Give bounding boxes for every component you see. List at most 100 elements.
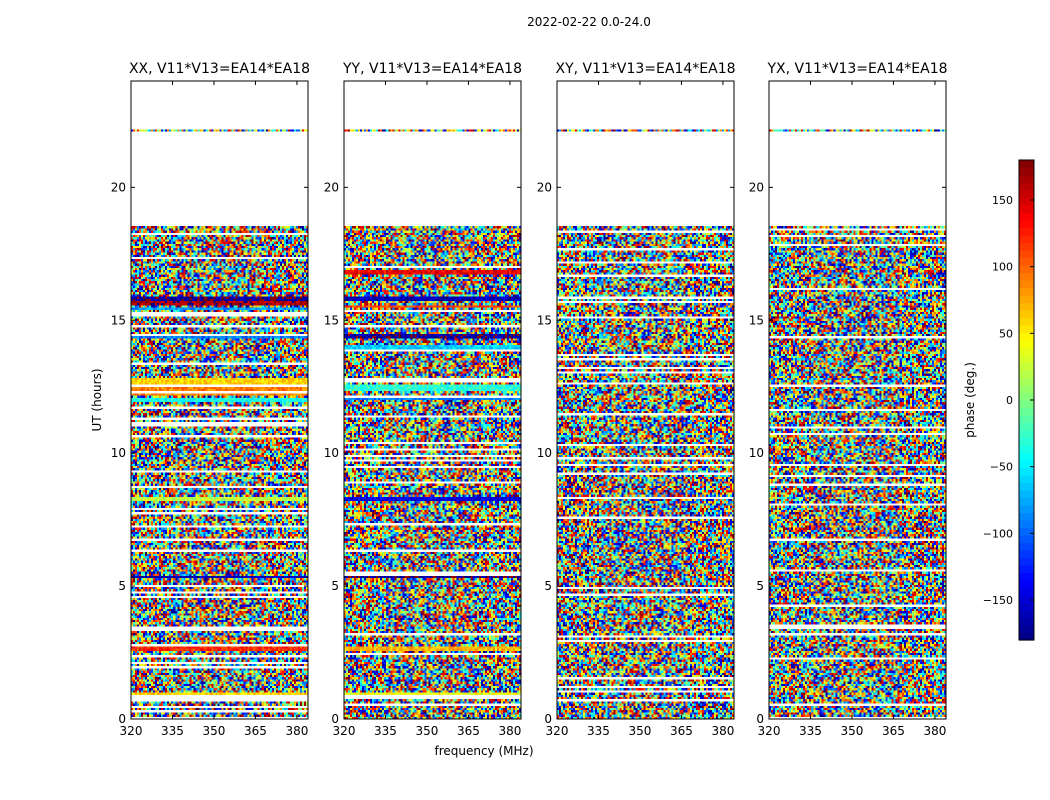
colorbar-segment xyxy=(1019,250,1034,259)
panel-3: XY, V11*V13=EA14*EA18 320 335 350 365 380 0 5 10… xyxy=(537,61,736,738)
x-tick-label: 365 xyxy=(244,724,267,738)
y-tick-label: 0 xyxy=(756,712,764,726)
x-tick-label: 335 xyxy=(587,724,610,738)
colorbar-segment xyxy=(1019,602,1034,611)
y-tick-label: 0 xyxy=(544,712,552,726)
y-tick-label: 15 xyxy=(324,313,339,327)
colorbar-segment xyxy=(1019,235,1034,244)
colorbar-segment xyxy=(1019,505,1034,514)
colorbar-segment xyxy=(1019,220,1034,229)
colorbar-tick-label: −150 xyxy=(983,594,1013,607)
colorbar-segment xyxy=(1019,370,1034,379)
colorbar-segment xyxy=(1019,422,1034,431)
colorbar-segment xyxy=(1019,497,1034,506)
panel-title: XY, V11*V13=EA14*EA18 xyxy=(555,61,735,77)
colorbar-segment xyxy=(1019,197,1034,206)
colorbar-segment xyxy=(1019,542,1034,551)
panel-title: XX, V11*V13=EA14*EA18 xyxy=(129,61,310,77)
heatmap-image xyxy=(557,81,734,719)
colorbar-segment xyxy=(1019,527,1034,536)
colorbar-segment xyxy=(1019,512,1034,521)
colorbar: −150 −100 −50 0 50 100 150 xyxy=(983,159,1035,641)
colorbar-segment xyxy=(1019,295,1034,304)
colorbar-segment xyxy=(1019,415,1034,424)
colorbar-segment xyxy=(1019,377,1034,386)
panel-2: YY, V11*V13=EA14*EA18 320 335 350 365 380 0 5 10… xyxy=(324,61,522,738)
colorbar-segment xyxy=(1019,595,1034,604)
y-tick-label: 5 xyxy=(331,579,339,593)
x-tick-label: 320 xyxy=(120,724,143,738)
colorbar-tick-label: 100 xyxy=(992,261,1013,274)
y-tick-label: 20 xyxy=(749,180,764,194)
y-tick-label: 20 xyxy=(324,180,339,194)
colorbar-segment xyxy=(1019,490,1034,499)
panel-title: YX, V11*V13=EA14*EA18 xyxy=(766,61,947,77)
colorbar-segment xyxy=(1019,280,1034,289)
colorbar-segment xyxy=(1019,565,1034,574)
colorbar-segment xyxy=(1019,212,1034,221)
x-tick-label: 365 xyxy=(882,724,905,738)
x-tick-label: 320 xyxy=(758,724,781,738)
y-tick-label: 15 xyxy=(537,313,552,327)
x-tick-label: 365 xyxy=(670,724,693,738)
panel-frame xyxy=(556,80,735,720)
x-tick-label: 380 xyxy=(923,724,946,738)
colorbar-segment xyxy=(1019,182,1034,191)
y-tick-label: 5 xyxy=(756,579,764,593)
colorbar-tick-label: −50 xyxy=(990,461,1013,474)
x-tick-label: 335 xyxy=(161,724,184,738)
y-tick-label: 20 xyxy=(111,180,126,194)
colorbar-tick-label: 50 xyxy=(999,327,1013,340)
y-tick-label: 10 xyxy=(749,446,764,460)
x-tick-label: 380 xyxy=(285,724,308,738)
colorbar-tick-label: −100 xyxy=(983,527,1013,540)
colorbar-segment xyxy=(1019,557,1034,566)
x-tick-label: 350 xyxy=(203,724,226,738)
colorbar-segment xyxy=(1019,362,1034,371)
colorbar-segment xyxy=(1019,242,1034,251)
heatmap-image xyxy=(131,81,308,719)
colorbar-segment xyxy=(1019,287,1034,296)
colorbar-segment xyxy=(1019,175,1034,184)
x-tick-label: 380 xyxy=(498,724,521,738)
colorbar-segment xyxy=(1019,325,1034,334)
colorbar-segment xyxy=(1019,407,1034,416)
colorbar-segment xyxy=(1019,257,1034,266)
panel-1: XX, V11*V13=EA14*EA18 320 335 350 365 380 0 5 10… xyxy=(111,61,310,738)
y-tick-label: 15 xyxy=(749,313,764,327)
colorbar-segment xyxy=(1019,272,1034,281)
panel-frame xyxy=(768,80,947,720)
colorbar-segment xyxy=(1019,310,1034,319)
colorbar-segment xyxy=(1019,587,1034,596)
y-tick-label: 10 xyxy=(111,446,126,460)
colorbar-segment xyxy=(1019,167,1034,176)
y-tick-label: 5 xyxy=(544,579,552,593)
heatmap-image xyxy=(769,81,946,719)
colorbar-segment xyxy=(1019,520,1034,529)
x-tick-label: 350 xyxy=(841,724,864,738)
colorbar-segment xyxy=(1019,355,1034,364)
y-tick-label: 15 xyxy=(111,313,126,327)
panel-frame xyxy=(343,80,522,720)
colorbar-segment xyxy=(1019,205,1034,214)
colorbar-segment xyxy=(1019,317,1034,326)
y-tick-label: 5 xyxy=(118,579,126,593)
colorbar-segment xyxy=(1019,475,1034,484)
panels: XX, V11*V13=EA14*EA18 320 335 350 365 380 0 5 10… xyxy=(111,61,948,738)
y-tick-label: 20 xyxy=(537,180,552,194)
x-tick-label: 320 xyxy=(546,724,569,738)
colorbar-segment xyxy=(1019,332,1034,341)
figure-suptitle: 2022-02-22 0.0-24.0 xyxy=(527,15,651,29)
x-tick-label: 335 xyxy=(799,724,822,738)
colorbar-segment xyxy=(1019,610,1034,619)
y-tick-label: 0 xyxy=(118,712,126,726)
colorbar-segment xyxy=(1019,445,1034,454)
y-tick-label: 10 xyxy=(324,446,339,460)
x-tick-label: 350 xyxy=(629,724,652,738)
colorbar-label: phase (deg.) xyxy=(963,362,977,438)
y-tick-label: 10 xyxy=(537,446,552,460)
y-axis-label: UT (hours) xyxy=(90,368,104,431)
colorbar-segment xyxy=(1019,452,1034,461)
colorbar-segment xyxy=(1019,385,1034,394)
colorbar-segment xyxy=(1019,550,1034,559)
